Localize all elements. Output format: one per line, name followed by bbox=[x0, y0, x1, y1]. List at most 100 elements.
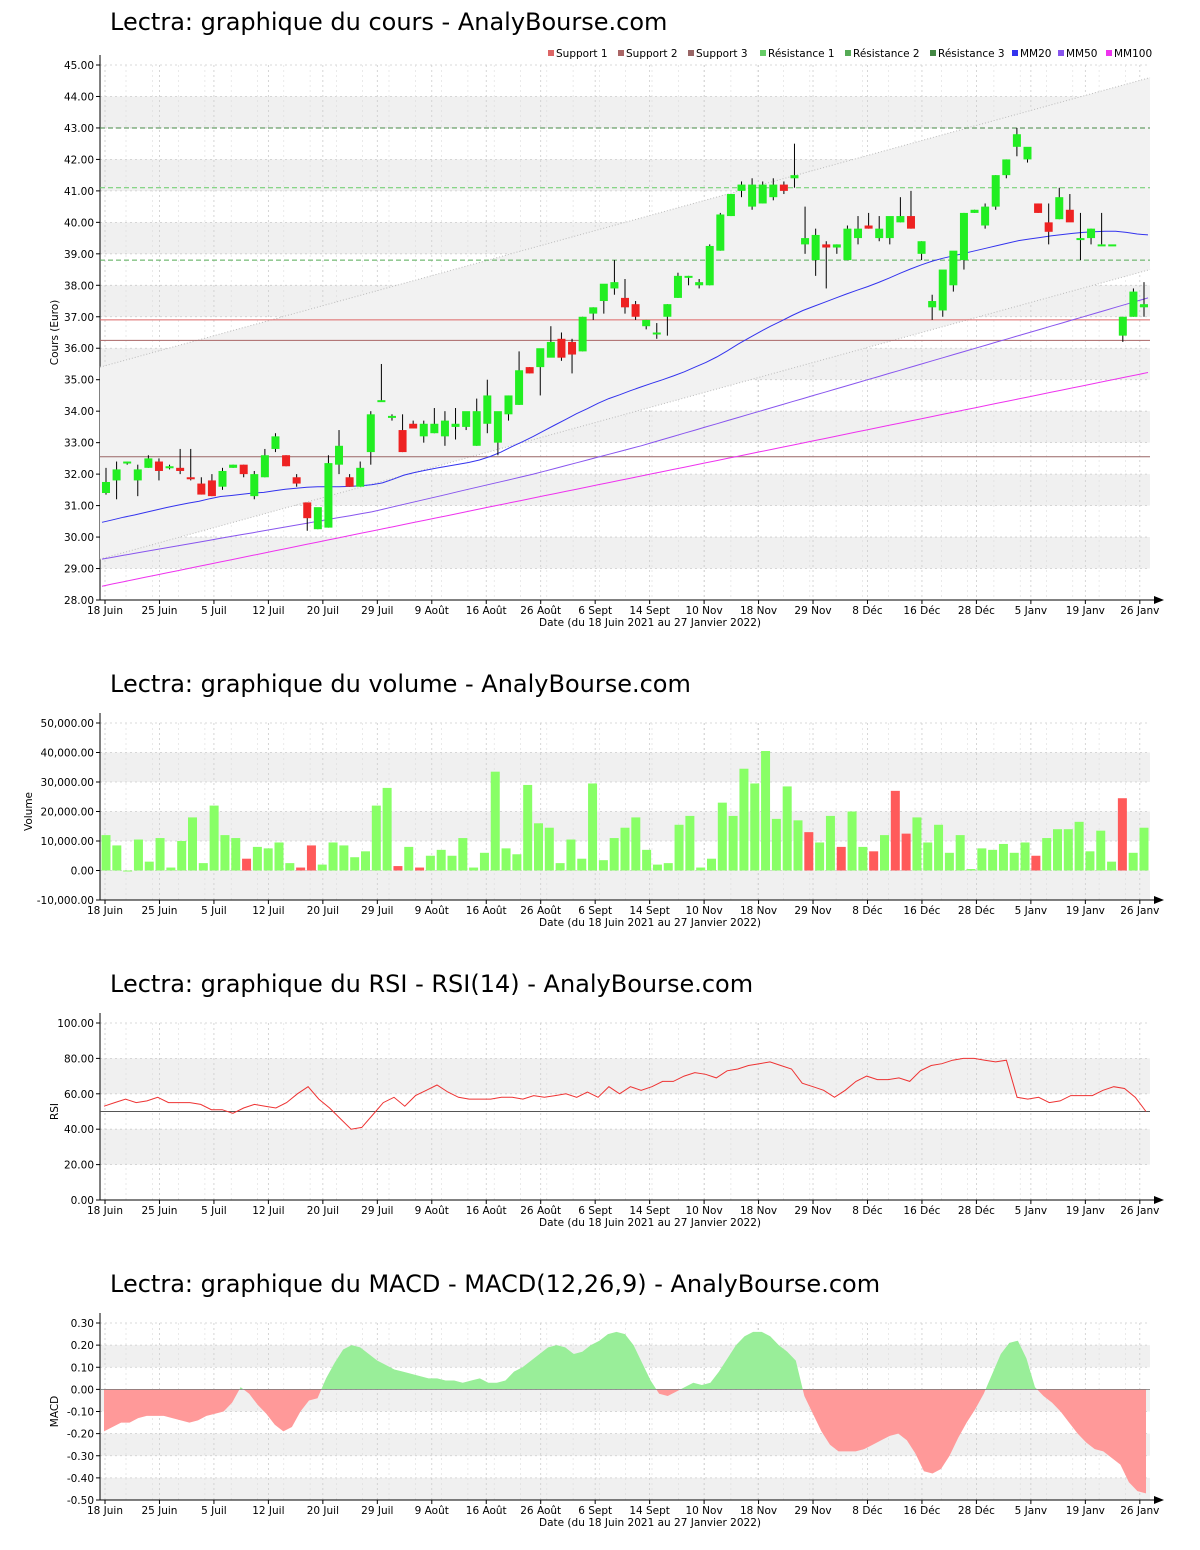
volume-bar bbox=[501, 848, 511, 871]
x-tick-label: 6 Sept bbox=[578, 605, 612, 617]
grid-band bbox=[100, 1129, 1150, 1165]
candle-body bbox=[959, 212, 968, 261]
candle-body bbox=[1097, 244, 1106, 247]
legend-swatch bbox=[1058, 50, 1064, 56]
y-tick-label: 43.00 bbox=[64, 123, 94, 135]
candle-body bbox=[472, 411, 481, 446]
volume-bar bbox=[923, 842, 933, 871]
volume-bar bbox=[1139, 827, 1149, 871]
volume-bar bbox=[858, 846, 868, 871]
candle-body bbox=[176, 467, 185, 471]
macd-area-positive bbox=[680, 1331, 803, 1390]
candle-body bbox=[726, 194, 735, 217]
x-tick-label: 28 Déc bbox=[958, 1205, 995, 1217]
line-mm50 bbox=[101, 297, 1149, 560]
y-axis-label: MACD bbox=[49, 1396, 61, 1427]
x-tick-label: 18 Nov bbox=[740, 905, 777, 917]
candle-body bbox=[366, 414, 375, 453]
candle-body bbox=[398, 430, 407, 453]
candle-body bbox=[949, 250, 958, 286]
volume-bar bbox=[1128, 852, 1138, 871]
x-tick-label: 18 Juin bbox=[87, 905, 123, 917]
y-tick-label: -0.40 bbox=[67, 1473, 94, 1485]
x-tick-label: 18 Nov bbox=[740, 605, 777, 617]
x-tick-label: 14 Sept bbox=[629, 605, 670, 617]
legend-swatch bbox=[1012, 50, 1018, 56]
x-tick-label: 18 Nov bbox=[740, 1205, 777, 1217]
y-tick-label: -0.30 bbox=[67, 1451, 94, 1463]
x-axis-arrow bbox=[1154, 1196, 1164, 1204]
x-tick-label: 26 Août bbox=[520, 1205, 561, 1217]
candle-body bbox=[197, 483, 206, 495]
volume-bar bbox=[458, 838, 468, 871]
volume-bar bbox=[966, 869, 976, 871]
x-tick-label: 29 Nov bbox=[794, 605, 831, 617]
x-tick-label: 20 Juil bbox=[307, 605, 339, 617]
candle-body bbox=[854, 228, 863, 239]
x-tick-label: 19 Janv bbox=[1066, 1205, 1105, 1217]
candle-body bbox=[589, 307, 598, 314]
x-tick-label: 8 Déc bbox=[852, 605, 883, 617]
x-tick-label: 12 Juil bbox=[252, 1505, 284, 1517]
candle-body bbox=[928, 301, 937, 308]
y-tick-label: 0.20 bbox=[71, 1340, 94, 1352]
volume-bar bbox=[1009, 852, 1019, 871]
candle-body bbox=[430, 423, 439, 434]
candle-body bbox=[504, 395, 513, 415]
x-tick-label: 25 Juin bbox=[141, 605, 177, 617]
x-tick-label: 28 Déc bbox=[958, 605, 995, 617]
y-tick-label: 45.00 bbox=[64, 60, 94, 72]
volume-bar bbox=[415, 867, 425, 871]
x-tick-label: 20 Juil bbox=[307, 1205, 339, 1217]
volume-bar bbox=[890, 790, 900, 871]
candle-body bbox=[133, 469, 142, 481]
volume-bar bbox=[188, 817, 197, 871]
candle-body bbox=[1044, 222, 1053, 232]
volume-bar bbox=[242, 858, 252, 871]
x-tick-label: 26 Août bbox=[520, 905, 561, 917]
candle-body bbox=[621, 297, 629, 308]
volume-bar bbox=[588, 783, 598, 871]
legend-label: Résistance 3 bbox=[938, 48, 1005, 60]
candle-body bbox=[1118, 316, 1127, 336]
candle-body bbox=[737, 184, 746, 191]
legend-swatch bbox=[760, 50, 766, 56]
volume-bar bbox=[252, 846, 262, 871]
y-tick-label: 30,000.00 bbox=[41, 777, 94, 789]
volume-bar bbox=[490, 771, 500, 871]
volume-bar bbox=[685, 815, 695, 871]
volume-bar bbox=[815, 842, 825, 871]
candle-body bbox=[758, 184, 767, 204]
candle-body bbox=[779, 184, 788, 191]
x-tick-label: 25 Juin bbox=[141, 905, 177, 917]
volume-bar bbox=[901, 833, 911, 871]
y-tick-label: 30.00 bbox=[64, 532, 94, 544]
x-tick-label: 9 Août bbox=[415, 605, 449, 617]
macd-area-negative bbox=[104, 1389, 240, 1432]
legend-swatch bbox=[618, 50, 624, 56]
candle-body bbox=[896, 216, 905, 223]
x-tick-label: 5 Janv bbox=[1015, 1505, 1047, 1517]
candle-body bbox=[769, 184, 778, 198]
x-tick-label: 8 Déc bbox=[852, 1205, 883, 1217]
y-tick-label: 42.00 bbox=[64, 154, 94, 166]
macd-area-positive bbox=[239, 1387, 244, 1390]
price-chart-title: Lectra: graphique du cours - AnalyBourse… bbox=[110, 8, 668, 36]
volume-bar bbox=[674, 824, 684, 871]
volume-bar bbox=[361, 851, 370, 871]
candle-body bbox=[1002, 159, 1011, 176]
volume-bar bbox=[620, 827, 630, 871]
x-tick-label: 19 Janv bbox=[1066, 605, 1105, 617]
macd-area-positive bbox=[985, 1340, 1038, 1390]
volume-bar bbox=[469, 867, 479, 871]
y-tick-label: 29.00 bbox=[64, 564, 94, 576]
y-tick-label: 39.00 bbox=[64, 249, 94, 261]
legend-swatch bbox=[1106, 50, 1112, 56]
volume-bar bbox=[728, 815, 738, 871]
y-tick-label: 32.00 bbox=[64, 469, 94, 481]
x-axis-label: Date (du 18 Juin 2021 au 27 Janvier 2022… bbox=[539, 1517, 761, 1529]
x-tick-label: 16 Août bbox=[466, 605, 507, 617]
x-axis-arrow bbox=[1154, 896, 1164, 904]
x-tick-label: 29 Nov bbox=[794, 1505, 831, 1517]
